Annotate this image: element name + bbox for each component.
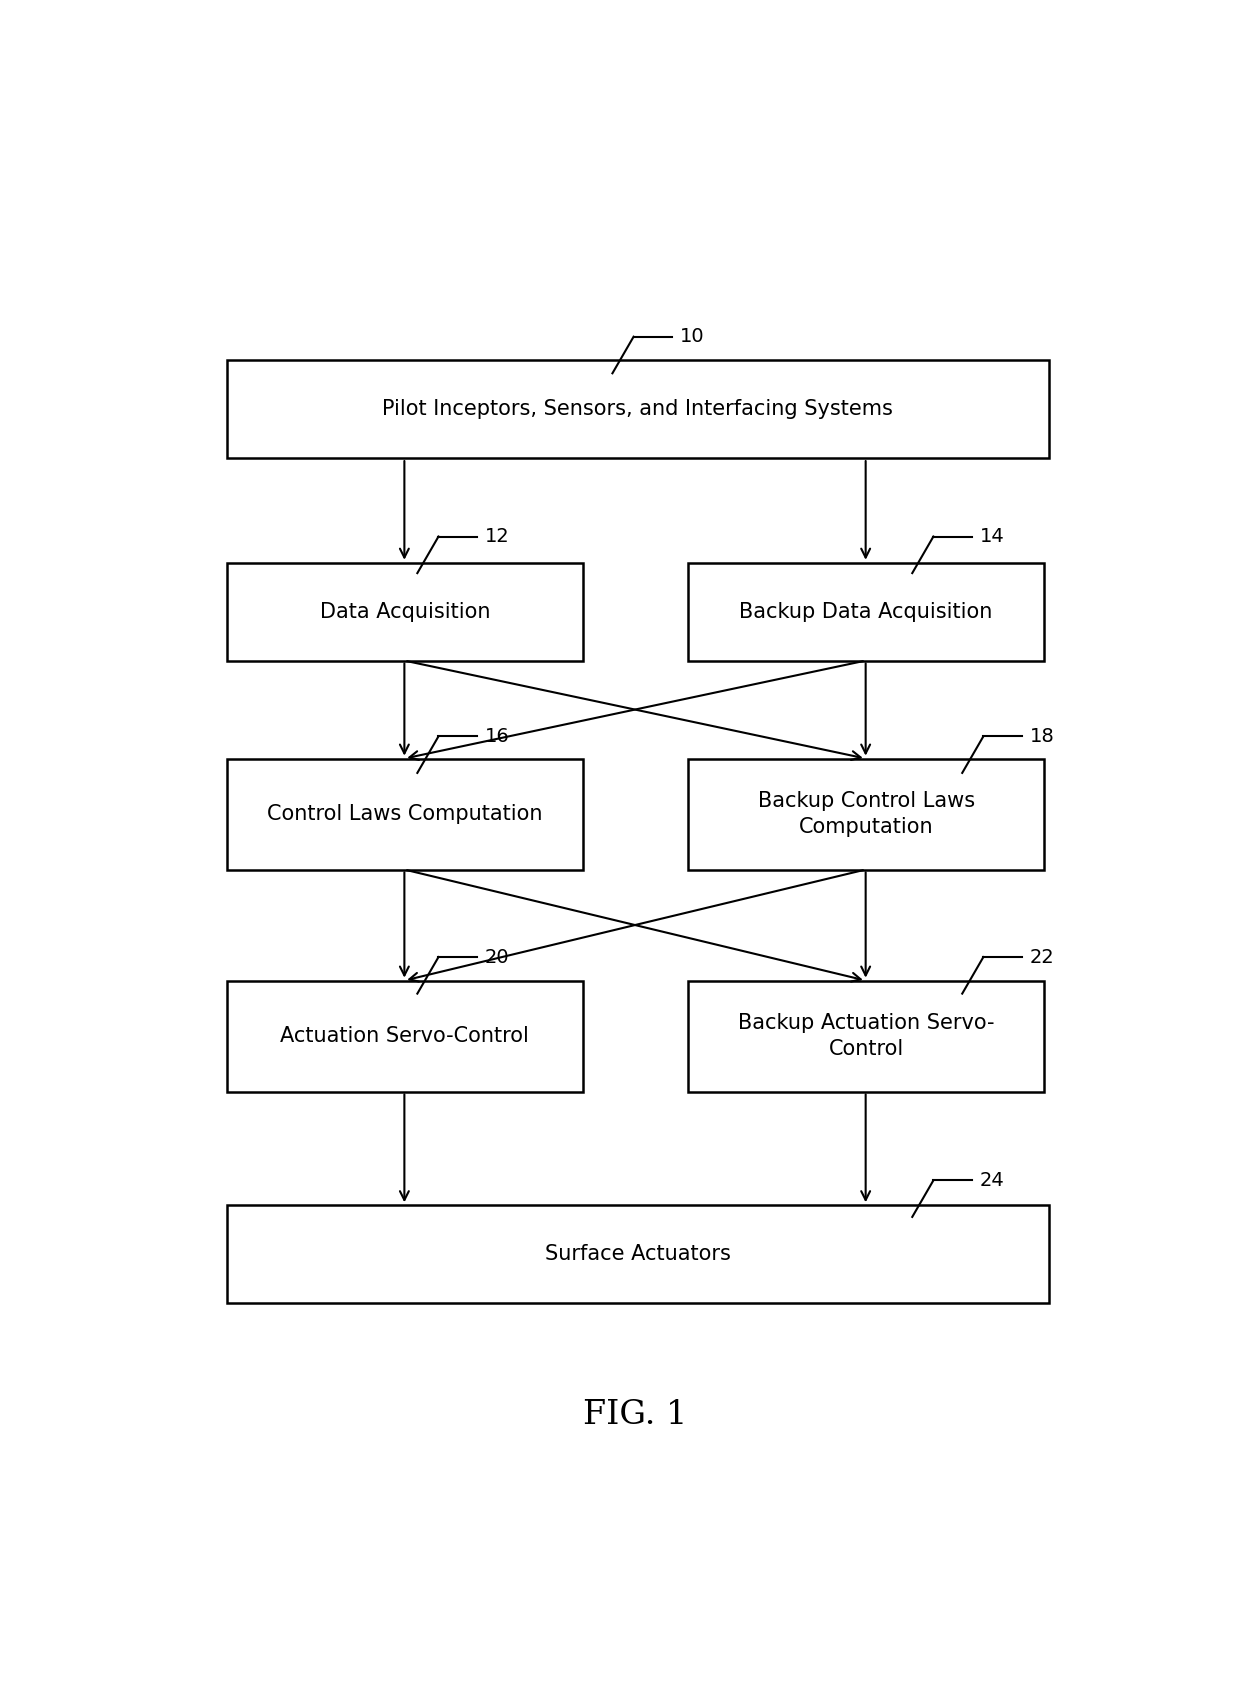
Text: 20: 20 — [485, 948, 510, 967]
Bar — [227, 980, 583, 1092]
Text: Control Laws Computation: Control Laws Computation — [267, 804, 543, 824]
Text: 16: 16 — [485, 728, 510, 746]
Text: 22: 22 — [1029, 948, 1054, 967]
Text: 10: 10 — [680, 327, 704, 346]
Text: FIG. 1: FIG. 1 — [583, 1399, 688, 1431]
Text: Data Acquisition: Data Acquisition — [320, 602, 490, 622]
Text: Surface Actuators: Surface Actuators — [544, 1245, 730, 1264]
Bar — [227, 758, 583, 870]
Text: Actuation Servo-Control: Actuation Servo-Control — [280, 1026, 529, 1046]
Bar — [227, 1206, 1049, 1303]
Text: 14: 14 — [980, 527, 1004, 546]
Bar — [688, 980, 1044, 1092]
Bar — [227, 360, 1049, 458]
Text: 12: 12 — [485, 527, 510, 546]
Text: 24: 24 — [980, 1170, 1004, 1191]
Bar — [227, 563, 583, 660]
Bar — [688, 758, 1044, 870]
Text: Backup Actuation Servo-
Control: Backup Actuation Servo- Control — [738, 1013, 994, 1060]
Text: Pilot Inceptors, Sensors, and Interfacing Systems: Pilot Inceptors, Sensors, and Interfacin… — [382, 399, 893, 419]
Text: Backup Data Acquisition: Backup Data Acquisition — [739, 602, 993, 622]
Bar — [688, 563, 1044, 660]
Text: Backup Control Laws
Computation: Backup Control Laws Computation — [758, 790, 975, 838]
Text: 18: 18 — [1029, 728, 1054, 746]
